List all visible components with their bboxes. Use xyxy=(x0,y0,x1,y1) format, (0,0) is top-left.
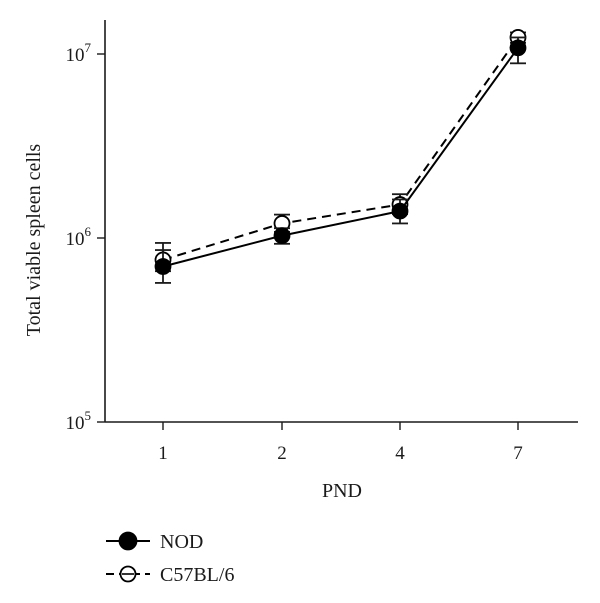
series-line-0 xyxy=(162,47,519,268)
point-0-3 xyxy=(509,39,527,57)
legend-label-0: NOD xyxy=(160,531,203,553)
axes xyxy=(104,20,578,423)
y-axis-title: Total viable spleen cells xyxy=(23,144,45,337)
legend: NOD C57BL/6 xyxy=(106,531,234,586)
point-0-0 xyxy=(154,258,172,275)
series-1 xyxy=(154,29,527,273)
y-ticks: 105 106 107 xyxy=(66,40,105,434)
series-0 xyxy=(154,36,527,284)
point-0-1 xyxy=(273,227,291,245)
legend-item-0: NOD xyxy=(106,531,203,553)
legend-label-1: C57BL/6 xyxy=(160,564,234,586)
plot-area xyxy=(154,29,527,284)
y-tick-label-0: 105 xyxy=(66,408,92,434)
y-tick-label-2: 107 xyxy=(66,40,92,66)
x-tick-label-2: 4 xyxy=(395,443,405,464)
y-tick-label-1: 106 xyxy=(66,224,92,250)
x-tick-label-0: 1 xyxy=(158,443,168,464)
x-tick-label-3: 7 xyxy=(513,443,523,464)
x-ticks: 1 2 4 7 xyxy=(158,422,523,464)
point-0-2 xyxy=(391,202,409,220)
legend-item-1: C57BL/6 xyxy=(106,564,234,586)
x-axis-title: PND xyxy=(322,480,362,502)
x-tick-label-1: 2 xyxy=(277,443,287,464)
legend-marker-0 xyxy=(118,531,138,551)
series-line-1 xyxy=(162,36,519,261)
